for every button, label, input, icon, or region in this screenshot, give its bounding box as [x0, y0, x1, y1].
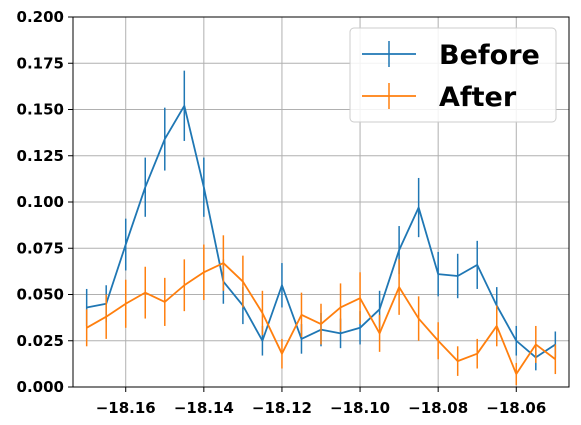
series-layer	[85, 70, 557, 386]
y-tick-label: 0.100	[17, 193, 64, 211]
y-tick-label: 0.025	[17, 332, 64, 350]
y-tick-label: 0.200	[17, 8, 64, 26]
legend-entry-after: After	[362, 82, 517, 113]
legend-box	[349, 27, 557, 123]
legend-entry-before: Before	[362, 40, 540, 71]
x-tick-label: −18.10	[330, 399, 390, 417]
x-tick-label: −18.12	[252, 399, 312, 417]
series-line	[86, 262, 556, 375]
x-tick-label: −18.06	[486, 399, 546, 417]
legend: Before After	[349, 27, 557, 123]
y-tick-label: 0.175	[17, 54, 64, 72]
y-tick-label: 0.000	[17, 378, 64, 396]
x-tick-label: −18.14	[174, 399, 234, 417]
legend-label: Before	[439, 40, 540, 71]
y-tick-label: 0.125	[17, 147, 64, 165]
y-tick-label: 0.150	[17, 101, 64, 119]
axes: −18.16 −18.14 −18.12 −18.10 −18.08 −18.06 0.00…	[17, 8, 547, 417]
legend-label: After	[439, 82, 517, 113]
y-tick-label: 0.050	[17, 286, 64, 304]
y-tick-label: 0.075	[17, 239, 64, 257]
x-tick-label: −18.08	[408, 399, 468, 417]
x-tick-label: −18.16	[96, 399, 156, 417]
series-after	[85, 235, 557, 386]
